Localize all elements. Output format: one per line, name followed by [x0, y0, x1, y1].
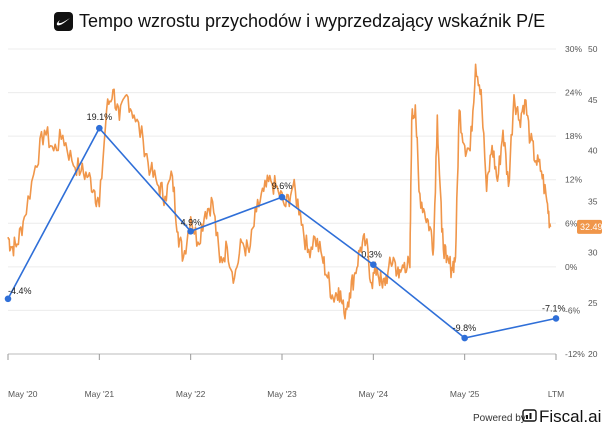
- x-tick-label: May '25: [450, 389, 480, 399]
- growth-line: [7, 126, 557, 339]
- growth-point: [187, 227, 194, 235]
- pe-current-badge: 32.49: [577, 219, 603, 234]
- growth-tick-label: 6%: [565, 218, 578, 228]
- pe-tick-label: 50: [588, 44, 598, 54]
- series-revenue-growth: -4.4% 19.1% 4.9% 9.6% 0.3% -9.8% -7.1%: [4, 112, 566, 342]
- nike-swoosh-icon: [54, 12, 73, 31]
- pe-badge-value: 32.49: [580, 222, 603, 232]
- growth-point: [370, 261, 377, 268]
- growth-tick-label: 0%: [565, 262, 578, 272]
- pe-tick-label: 45: [588, 95, 598, 105]
- growth-data-label: 9.6%: [272, 181, 293, 191]
- growth-data-label: 0.3%: [361, 250, 382, 260]
- growth-data-label: -4.4%: [8, 286, 32, 296]
- growth-tick-label: 24%: [565, 88, 582, 98]
- pe-tick-label: 20: [588, 349, 598, 359]
- footer: Powered by Fiscal.ai: [473, 407, 601, 426]
- pe-line: [7, 63, 552, 320]
- series-forward-pe: [7, 63, 552, 320]
- pe-tick-label: 40: [588, 146, 598, 156]
- pe-badge-bg: [577, 219, 602, 234]
- brand-name: Fiscal.ai: [539, 407, 601, 426]
- growth-tick-label: 18%: [565, 131, 582, 141]
- growth-point: [552, 315, 560, 322]
- pe-tick-label: 25: [588, 298, 598, 308]
- growth-tick-label: -6%: [565, 305, 581, 315]
- growth-data-label: 4.9%: [181, 217, 202, 227]
- x-tick-label: LTM: [548, 389, 564, 399]
- growth-data-label: -7.1%: [542, 303, 566, 313]
- growth-tick-label: 12%: [565, 175, 582, 185]
- right-axis-pe: 50 45 40 35 30 25 20: [588, 44, 598, 359]
- x-tick-label: May '23: [267, 389, 297, 399]
- powered-by-text: Powered by: [473, 413, 526, 424]
- x-tick-label: May '24: [359, 389, 389, 399]
- growth-data-label: -9.8%: [453, 323, 477, 333]
- x-tick-label: May '21: [85, 389, 115, 399]
- x-tick-label: May '20: [8, 389, 38, 399]
- fiscal-logo-icon: [522, 409, 537, 422]
- growth-point: [96, 124, 103, 132]
- growth-tick-label: 30%: [565, 44, 582, 54]
- pe-tick-label: 35: [588, 197, 598, 207]
- chart-title: Tempo wzrostu przychodów i wyprzedzający…: [79, 11, 545, 31]
- right-axis-growth: 30% 24% 18% 12% 6% 0% -6% -12%: [565, 44, 585, 359]
- growth-tick-label: -12%: [565, 349, 585, 359]
- x-axis: May '20 May '21 May '22 May '23 May '24 May '…: [7, 354, 564, 399]
- chart-header: Tempo wzrostu przychodów i wyprzedzający…: [54, 11, 545, 31]
- growth-point: [461, 334, 468, 342]
- pe-tick-label: 30: [588, 247, 598, 257]
- x-tick-label: May '22: [176, 389, 206, 399]
- growth-point: [278, 193, 286, 201]
- growth-point: [4, 295, 12, 303]
- growth-data-label: 19.1%: [87, 112, 113, 122]
